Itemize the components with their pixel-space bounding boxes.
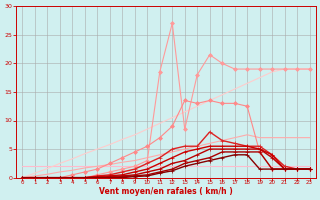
X-axis label: Vent moyen/en rafales ( km/h ): Vent moyen/en rafales ( km/h ): [99, 187, 233, 196]
